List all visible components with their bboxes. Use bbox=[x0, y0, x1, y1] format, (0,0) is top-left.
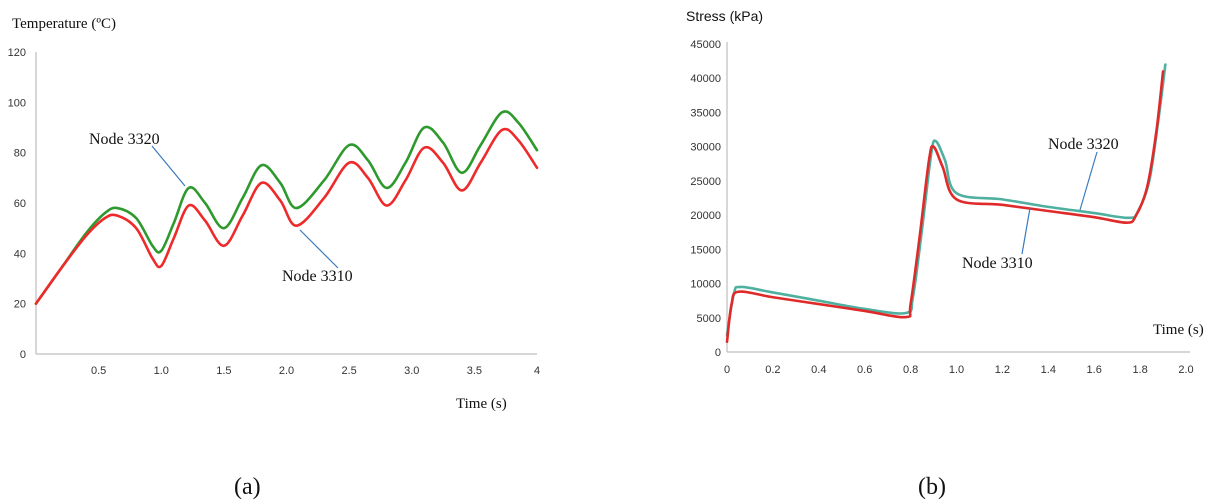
chart-b-x-tick-label: 0.6 bbox=[857, 364, 872, 376]
chart-b-y-tick-label: 35000 bbox=[690, 107, 721, 119]
chart-b-y-tick-label: 40000 bbox=[690, 73, 721, 85]
chart-b-x-tick-label: 0.4 bbox=[811, 364, 826, 376]
chart-b-y-tick-label: 10000 bbox=[690, 279, 721, 291]
chart-b-panel-label: (b) bbox=[918, 474, 946, 500]
chart-b-y-tick-label: 0 bbox=[715, 347, 721, 359]
chart-b-leader-node-3310 bbox=[1021, 207, 1031, 255]
chart-a-series-node-3320 bbox=[34, 110, 539, 305]
chart-b-x-tick-label: 1.6 bbox=[1087, 364, 1102, 376]
chart-b-leader-node-3320 bbox=[1079, 151, 1098, 211]
chart-a-leader-node-3310 bbox=[299, 229, 339, 269]
chart-b-y-tick-label: 25000 bbox=[690, 176, 721, 188]
chart-b-ylabel: Stress (kPa) bbox=[686, 8, 763, 24]
chart-a-y-tick-label: 20 bbox=[14, 299, 26, 311]
chart-b-series-node-3320 bbox=[725, 63, 1167, 337]
chart-a-xlabel: Time (s) bbox=[456, 396, 507, 412]
chart-a-annotation-node-3310: Node 3310 bbox=[282, 268, 353, 285]
chart-b-xlabel: Time (s) bbox=[1153, 322, 1204, 338]
chart-b-x-tick-label: 1.4 bbox=[1041, 364, 1056, 376]
chart-a-y-tick-label: 100 bbox=[8, 97, 26, 109]
chart-a-x-tick-label: 3.5 bbox=[467, 365, 482, 377]
chart-a-annotation-node-3320: Node 3320 bbox=[89, 131, 160, 148]
chart-b-y-tick-label: 15000 bbox=[690, 244, 721, 256]
chart-a-x-tick-label: 1.0 bbox=[154, 365, 169, 377]
chart-a-y-tick-label: 60 bbox=[14, 198, 26, 210]
chart-a-y-tick-label: 0 bbox=[20, 349, 26, 361]
chart-b-x-tick-label: 2.0 bbox=[1178, 364, 1193, 376]
chart-b-x-tick-label: 0 bbox=[724, 364, 730, 376]
chart-a-x-tick-label: 2.0 bbox=[279, 365, 294, 377]
chart-b-y-tick-label: 45000 bbox=[690, 39, 721, 51]
chart-b-x-tick-label: 0.2 bbox=[765, 364, 780, 376]
chart-a-leader-node-3320 bbox=[151, 145, 186, 187]
chart-b: Stress (kPa) 0 5000 10000 15000 20000 25000 30… bbox=[686, 8, 1204, 500]
chart-b-y-tick-label: 30000 bbox=[690, 142, 721, 154]
chart-a-x-tick-label: 0.5 bbox=[91, 365, 106, 377]
chart-b-y-tick-label: 20000 bbox=[690, 210, 721, 222]
chart-a: Temperature (ºC) 0 20 40 60 80 100 120 0.5 1.0 1… bbox=[8, 16, 540, 500]
chart-a-panel-label: (a) bbox=[234, 474, 261, 500]
chart-a-x-tick-label: 2.5 bbox=[341, 365, 356, 377]
chart-a-x-tick-label: 1.5 bbox=[216, 365, 231, 377]
chart-a-series-node-3310 bbox=[34, 127, 539, 305]
chart-b-annotation-node-3310: Node 3310 bbox=[962, 255, 1033, 272]
chart-a-x-tick-label: 4 bbox=[534, 365, 540, 377]
chart-b-annotation-node-3320: Node 3320 bbox=[1048, 136, 1119, 153]
chart-a-ylabel: Temperature (ºC) bbox=[12, 16, 116, 32]
chart-b-series-node-3310 bbox=[725, 70, 1165, 344]
chart-b-x-tick-label: 0.8 bbox=[903, 364, 918, 376]
chart-b-x-tick-label: 1.0 bbox=[949, 364, 964, 376]
chart-a-x-tick-label: 3.0 bbox=[404, 365, 419, 377]
chart-a-y-tick-label: 40 bbox=[14, 248, 26, 260]
chart-b-x-tick-label: 1.2 bbox=[995, 364, 1010, 376]
chart-b-y-tick-label: 5000 bbox=[697, 313, 721, 325]
chart-a-y-tick-label: 120 bbox=[8, 47, 26, 59]
chart-b-x-tick-label: 1.8 bbox=[1132, 364, 1147, 376]
chart-a-y-tick-label: 80 bbox=[14, 148, 26, 160]
